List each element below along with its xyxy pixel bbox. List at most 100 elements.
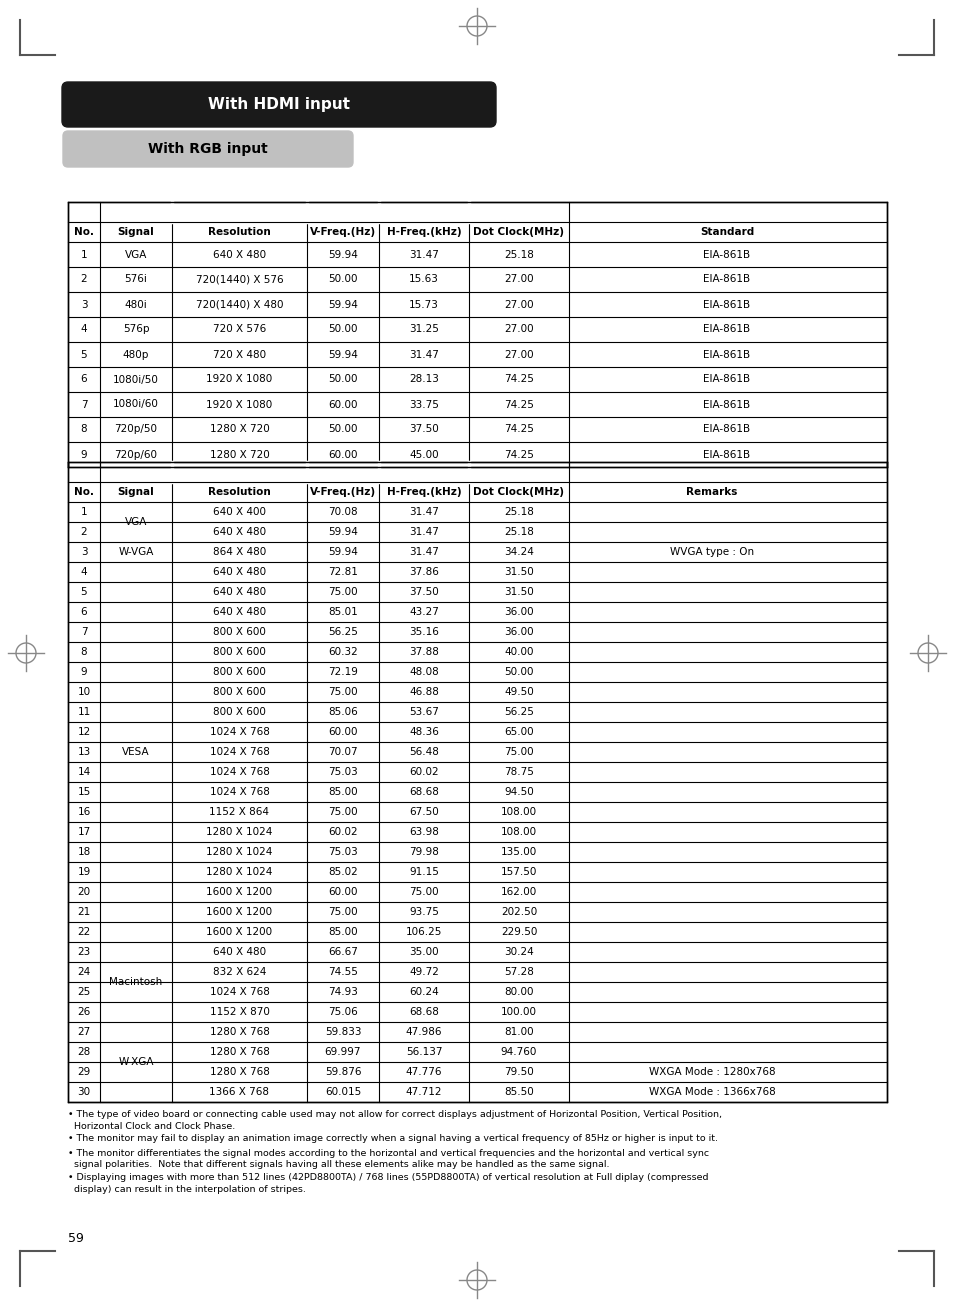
Text: 47.986: 47.986 xyxy=(405,1027,442,1037)
Text: 24: 24 xyxy=(77,966,91,977)
Text: 1600 X 1200: 1600 X 1200 xyxy=(206,927,273,936)
Text: 59.94: 59.94 xyxy=(328,299,357,310)
Text: 59: 59 xyxy=(68,1232,84,1245)
Text: 9: 9 xyxy=(81,667,88,677)
Text: VGA: VGA xyxy=(125,517,147,528)
Text: 85.06: 85.06 xyxy=(328,707,357,717)
Text: 49.50: 49.50 xyxy=(503,687,534,697)
Text: 5: 5 xyxy=(81,586,88,597)
Text: 79.98: 79.98 xyxy=(409,848,438,857)
Text: EIA-861B: EIA-861B xyxy=(702,375,750,384)
Text: 31.47: 31.47 xyxy=(409,528,438,537)
Text: Dot Clock(MHz): Dot Clock(MHz) xyxy=(473,487,564,498)
Text: EIA-861B: EIA-861B xyxy=(702,249,750,260)
Text: 56.25: 56.25 xyxy=(503,707,534,717)
Text: 480p: 480p xyxy=(123,350,149,359)
Text: 75.00: 75.00 xyxy=(328,807,357,818)
Text: EIA-861B: EIA-861B xyxy=(702,449,750,460)
Text: 75.00: 75.00 xyxy=(503,747,534,757)
Text: 100.00: 100.00 xyxy=(500,1007,537,1017)
Text: 15.73: 15.73 xyxy=(409,299,438,310)
Text: 56.137: 56.137 xyxy=(405,1047,442,1057)
Text: • Displaying images with more than 512 lines (42PD8800TA) / 768 lines (55PD8800T: • Displaying images with more than 512 l… xyxy=(68,1173,708,1194)
Text: 91.15: 91.15 xyxy=(409,867,438,878)
Text: 31.47: 31.47 xyxy=(409,350,438,359)
Text: 31.47: 31.47 xyxy=(409,547,438,556)
Text: 29: 29 xyxy=(77,1067,91,1077)
Text: 50.00: 50.00 xyxy=(328,424,357,435)
Text: 13: 13 xyxy=(77,747,91,757)
Text: 1080i/50: 1080i/50 xyxy=(113,375,159,384)
Text: 1280 X 768: 1280 X 768 xyxy=(210,1047,269,1057)
Text: 80.00: 80.00 xyxy=(504,987,533,996)
Text: Macintosh: Macintosh xyxy=(110,977,162,987)
Text: • The monitor differentiates the signal modes according to the horizontal and ve: • The monitor differentiates the signal … xyxy=(68,1148,708,1169)
Bar xyxy=(68,462,886,1102)
Text: 1280 X 720: 1280 X 720 xyxy=(210,449,269,460)
Text: 1280 X 768: 1280 X 768 xyxy=(210,1027,269,1037)
Text: 74.25: 74.25 xyxy=(503,449,534,460)
Text: 17: 17 xyxy=(77,827,91,837)
Text: 50.00: 50.00 xyxy=(328,375,357,384)
Text: 6: 6 xyxy=(81,375,88,384)
Text: V-Freq.(Hz): V-Freq.(Hz) xyxy=(310,227,375,236)
Text: Resolution: Resolution xyxy=(208,227,271,236)
Text: 78.75: 78.75 xyxy=(503,767,534,777)
Text: 7: 7 xyxy=(81,400,88,410)
Text: 75.00: 75.00 xyxy=(409,887,438,897)
Text: 16: 16 xyxy=(77,807,91,818)
Text: 85.00: 85.00 xyxy=(328,927,357,936)
Text: 9: 9 xyxy=(81,449,88,460)
Text: 1280 X 768: 1280 X 768 xyxy=(210,1067,269,1077)
Text: 106.25: 106.25 xyxy=(405,927,442,936)
Text: 135.00: 135.00 xyxy=(500,848,537,857)
Text: 60.02: 60.02 xyxy=(409,767,438,777)
Text: 48.08: 48.08 xyxy=(409,667,438,677)
Text: 1024 X 768: 1024 X 768 xyxy=(210,727,269,737)
Text: 229.50: 229.50 xyxy=(500,927,537,936)
Text: 37.88: 37.88 xyxy=(409,646,438,657)
Text: 60.00: 60.00 xyxy=(328,727,357,737)
Text: 832 X 624: 832 X 624 xyxy=(213,966,266,977)
Text: 20: 20 xyxy=(77,887,91,897)
Text: 85.00: 85.00 xyxy=(328,788,357,797)
Text: 75.03: 75.03 xyxy=(328,848,357,857)
Bar xyxy=(68,202,886,468)
Text: 31.47: 31.47 xyxy=(409,249,438,260)
Text: 50.00: 50.00 xyxy=(328,324,357,334)
Text: 3: 3 xyxy=(81,547,88,556)
Text: 640 X 480: 640 X 480 xyxy=(213,947,266,957)
Text: 35.16: 35.16 xyxy=(409,627,438,637)
Text: 202.50: 202.50 xyxy=(500,906,537,917)
Text: 640 X 480: 640 X 480 xyxy=(213,567,266,577)
Text: 108.00: 108.00 xyxy=(500,827,537,837)
Text: 40.00: 40.00 xyxy=(504,646,533,657)
Text: 14: 14 xyxy=(77,767,91,777)
Text: Signal: Signal xyxy=(117,487,154,498)
Text: 47.776: 47.776 xyxy=(405,1067,442,1077)
Text: 640 X 400: 640 X 400 xyxy=(213,507,266,517)
Text: 56.48: 56.48 xyxy=(409,747,438,757)
Text: 1080i/60: 1080i/60 xyxy=(113,400,159,410)
Text: 1280 X 1024: 1280 X 1024 xyxy=(206,867,273,878)
Text: 720p/50: 720p/50 xyxy=(114,424,157,435)
Text: 57.28: 57.28 xyxy=(503,966,534,977)
Text: 59.94: 59.94 xyxy=(328,249,357,260)
Text: 75.00: 75.00 xyxy=(328,906,357,917)
Text: 25.18: 25.18 xyxy=(503,507,534,517)
Text: Signal: Signal xyxy=(117,227,154,236)
Text: 56.25: 56.25 xyxy=(328,627,357,637)
Text: 1152 X 864: 1152 X 864 xyxy=(210,807,269,818)
Text: 108.00: 108.00 xyxy=(500,807,537,818)
Text: H-Freq.(kHz): H-Freq.(kHz) xyxy=(386,227,461,236)
Text: 1600 X 1200: 1600 X 1200 xyxy=(206,887,273,897)
Text: EIA-861B: EIA-861B xyxy=(702,350,750,359)
Text: 37.50: 37.50 xyxy=(409,424,438,435)
Text: 7: 7 xyxy=(81,627,88,637)
Text: W-XGA: W-XGA xyxy=(118,1057,153,1067)
Text: 49.72: 49.72 xyxy=(409,966,438,977)
Text: 640 X 480: 640 X 480 xyxy=(213,528,266,537)
Text: 25: 25 xyxy=(77,987,91,996)
Text: 1152 X 870: 1152 X 870 xyxy=(210,1007,269,1017)
Text: 22: 22 xyxy=(77,927,91,936)
